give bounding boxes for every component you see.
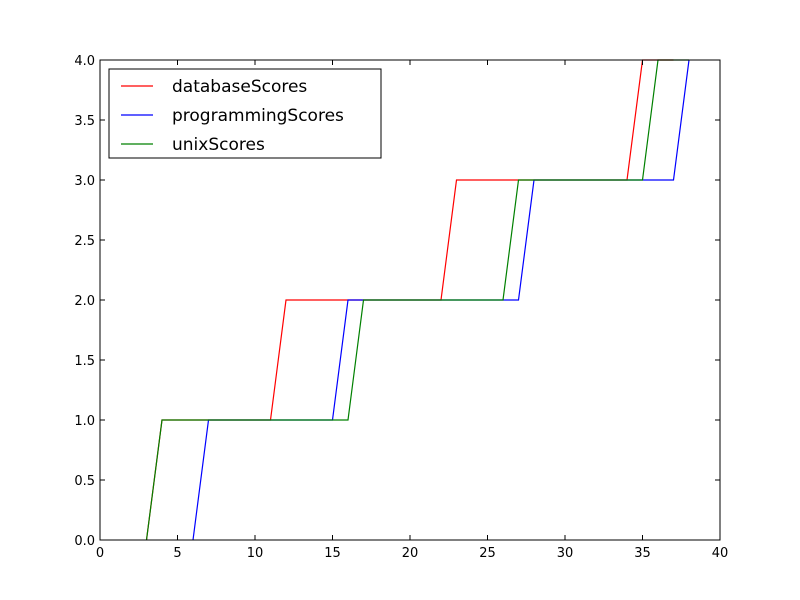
x-tick-label: 15 — [324, 546, 341, 561]
x-tick-label: 25 — [479, 546, 496, 561]
x-tick-label: 20 — [402, 546, 419, 561]
x-tick-label: 40 — [712, 546, 729, 561]
y-tick-label: 1.5 — [74, 354, 95, 369]
y-tick-label: 0.0 — [74, 534, 95, 549]
y-tick-label: 3.5 — [74, 114, 95, 129]
x-tick-label: 10 — [247, 546, 264, 561]
legend-label-databaseScores: databaseScores — [172, 77, 307, 97]
x-tick-label: 0 — [96, 546, 104, 561]
y-tick-label: 2.5 — [74, 234, 95, 249]
legend-label-programmingScores: programmingScores — [172, 106, 344, 126]
y-tick-label: 4.0 — [74, 54, 95, 69]
y-tick-label: 1.0 — [74, 414, 95, 429]
y-tick-label: 0.5 — [74, 474, 95, 489]
series-layer — [145, 59, 690, 541]
tick-layer: 0 5 10 15 20 25 30 35 40 0.0 0.5 1.0 1.5 2.0 2.5 3.0 3.5… — [74, 54, 728, 561]
legend-label-unixScores: unixScores — [172, 135, 265, 155]
legend: databaseScores programmingScores unixScore… — [108, 68, 382, 159]
legend-box — [108, 68, 382, 159]
x-tick-label: 5 — [173, 546, 181, 561]
series-line-unixScores — [145, 59, 689, 541]
x-tick-label: 35 — [634, 546, 651, 561]
y-tick-label: 2.0 — [74, 294, 95, 309]
y-tick-label: 3.0 — [74, 174, 95, 189]
x-tick-label: 30 — [557, 546, 574, 561]
